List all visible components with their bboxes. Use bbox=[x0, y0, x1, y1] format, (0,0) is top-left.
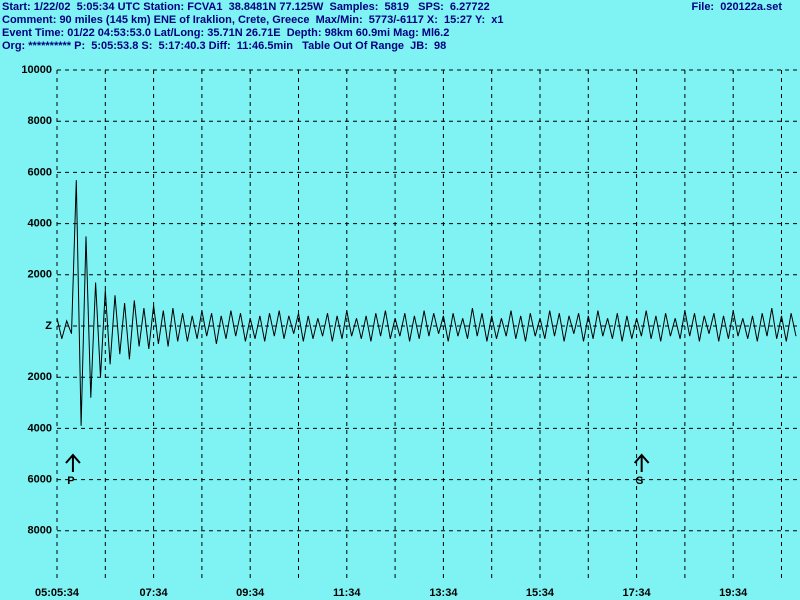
header-line: Start: 1/22/02 5:05:34 UTC Station: FCVA… bbox=[2, 1, 490, 13]
y-tick-label: 8000 bbox=[28, 115, 52, 127]
x-tick-label: 17:34 bbox=[623, 587, 652, 599]
x-tick-label: 19:34 bbox=[719, 587, 748, 599]
y-tick-label: 6000 bbox=[28, 474, 52, 486]
y-tick-label: 4000 bbox=[28, 422, 52, 434]
y-tick-label: 2000 bbox=[28, 371, 52, 383]
file-name: File: 020122a.set bbox=[691, 1, 782, 13]
pick-arrow bbox=[633, 453, 650, 472]
y-tick-label: 2000 bbox=[28, 269, 52, 281]
x-tick-label: 07:34 bbox=[140, 587, 169, 599]
waveform bbox=[56, 180, 797, 426]
pick-label: P bbox=[67, 475, 74, 487]
y-tick-label: Z bbox=[45, 320, 52, 332]
x-tick-label: 11:34 bbox=[333, 587, 361, 599]
x-tick-label: 13:34 bbox=[429, 587, 458, 599]
pick-arrow bbox=[65, 453, 81, 472]
x-tick-label: 15:34 bbox=[526, 587, 555, 599]
y-tick-label: 8000 bbox=[28, 525, 52, 537]
header-line: Event Time: 01/22 04:53:53.0 Lat/Long: 3… bbox=[2, 27, 449, 39]
y-tick-label: 6000 bbox=[28, 166, 52, 178]
pick-label: S bbox=[636, 475, 643, 487]
x-tick-label: 05:05:34 bbox=[35, 587, 80, 599]
header-line: Org: ********** P: 5:05:53.8 S: 5:17:40.… bbox=[2, 40, 446, 52]
y-tick-label: 10000 bbox=[21, 64, 52, 76]
header-line: Comment: 90 miles (145 km) ENE of Irakli… bbox=[2, 14, 504, 26]
y-tick-label: 4000 bbox=[28, 218, 52, 230]
x-tick-label: 09:34 bbox=[236, 587, 265, 599]
